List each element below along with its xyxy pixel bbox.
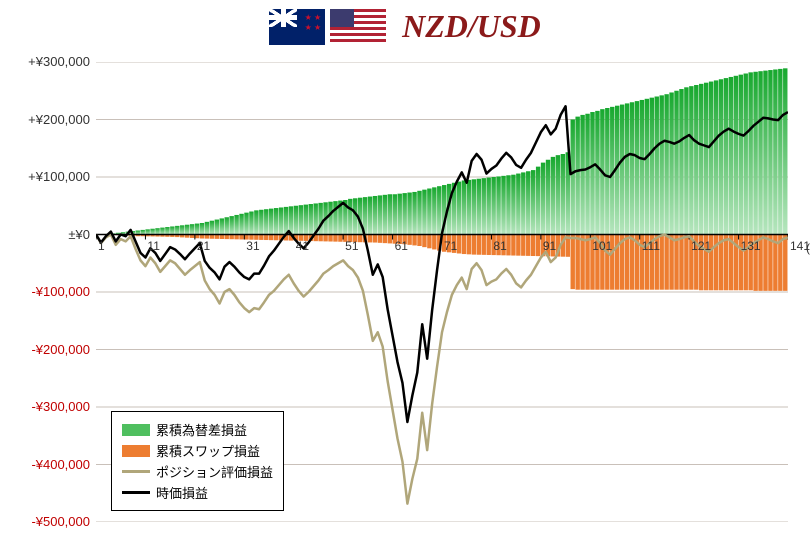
y-tick-label: +¥200,000 — [28, 112, 90, 127]
legend-label: ポジション評価損益 — [156, 462, 273, 481]
x-tick-label: 51 — [345, 239, 358, 253]
nz-flag-icon — [269, 9, 325, 45]
chart-legend: 累積為替差損益累積スワップ損益ポジション評価損益時価損益 — [111, 411, 284, 511]
legend-label: 時価損益 — [156, 483, 208, 502]
legend-item: 累積為替差損益 — [122, 420, 273, 439]
legend-line-icon — [122, 470, 150, 473]
flag-pair — [269, 9, 385, 45]
x-tick-label: 111 — [642, 239, 660, 253]
y-tick-label: -¥200,000 — [31, 342, 90, 357]
chart-title: NZD/USD — [402, 8, 541, 45]
y-tick-label: +¥100,000 — [28, 169, 90, 184]
us-flag-icon — [330, 9, 386, 45]
x-tick-label: 61 — [395, 239, 408, 253]
x-tick-label: 81 — [493, 239, 506, 253]
x-tick-label: 91 — [543, 239, 556, 253]
x-tick-label: 1 — [98, 239, 105, 253]
x-tick-label: 121 — [691, 239, 711, 253]
x-tick-label: 31 — [246, 239, 259, 253]
y-tick-label: ±¥0 — [68, 227, 90, 242]
legend-swatch-icon — [122, 424, 150, 436]
legend-item: ポジション評価損益 — [122, 462, 273, 481]
x-tick-label: 41 — [296, 239, 309, 253]
chart-container: NZD/USD +¥300,000 +¥200,000 +¥100,000 ±¥0 -¥… — [0, 0, 810, 541]
y-tick-label: -¥500,000 — [31, 514, 90, 529]
x-axis-unit: (週) — [806, 239, 810, 256]
x-tick-label: 21 — [197, 239, 210, 253]
legend-item: 累積スワップ損益 — [122, 441, 273, 460]
legend-label: 累積スワップ損益 — [156, 441, 260, 460]
x-tick-label: 101 — [592, 239, 612, 253]
chart-title-row: NZD/USD — [0, 8, 810, 45]
legend-label: 累積為替差損益 — [156, 420, 247, 439]
legend-line-icon — [122, 491, 150, 494]
x-tick-label: 11 — [147, 239, 159, 253]
y-tick-label: -¥300,000 — [31, 399, 90, 414]
legend-item: 時価損益 — [122, 483, 273, 502]
y-tick-label: -¥100,000 — [31, 284, 90, 299]
x-tick-label: 71 — [444, 239, 457, 253]
y-tick-label: +¥300,000 — [28, 54, 90, 69]
x-tick-label: 131 — [741, 239, 761, 253]
y-tick-label: -¥400,000 — [31, 457, 90, 472]
legend-swatch-icon — [122, 445, 150, 457]
